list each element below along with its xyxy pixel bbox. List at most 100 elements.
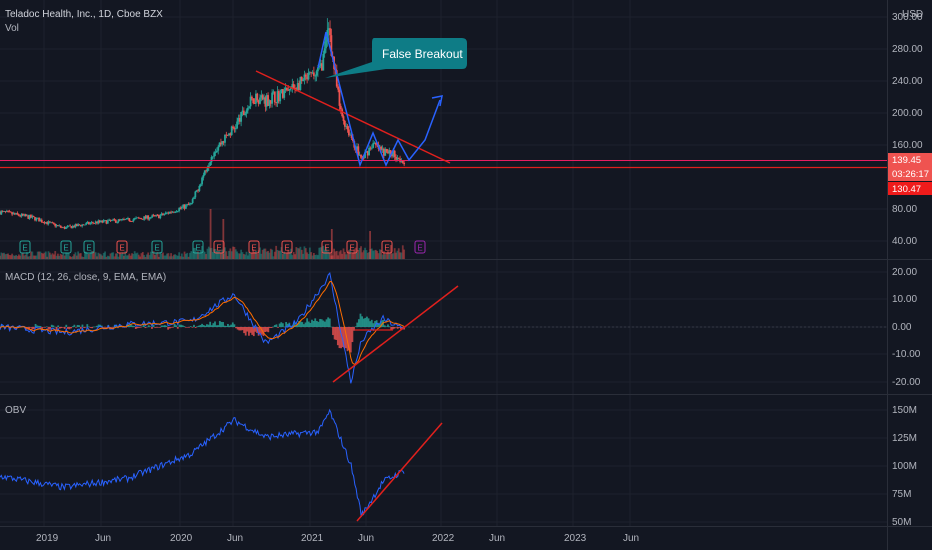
drawings-layer[interactable]	[0, 31, 887, 169]
macd-histogram-bar	[172, 327, 174, 328]
volume-bar	[167, 253, 170, 259]
candle-body	[318, 66, 321, 68]
candle-body	[133, 218, 136, 220]
macd-histogram-bar	[212, 323, 215, 327]
time-axis[interactable]: 2019 Jun 2020 Jun 2021 Jun 2022 Jun 2023…	[36, 533, 639, 544]
obv-axis[interactable]: 150M 125M 100M 75M 50M	[892, 405, 917, 528]
macd-pane[interactable]	[0, 272, 887, 384]
projection-arrowhead	[431, 95, 443, 107]
macd-histogram-bar	[42, 327, 45, 328]
volume-bar	[135, 253, 137, 259]
candle-body	[322, 53, 325, 71]
macd-histogram-bar	[65, 324, 68, 327]
obv-legend[interactable]: OBV	[5, 405, 26, 416]
volume-bar	[118, 253, 121, 259]
price-tick: 300.00	[892, 12, 923, 23]
candle-body	[315, 71, 318, 76]
volume-bar	[241, 252, 244, 259]
candle-body	[46, 222, 49, 225]
level-price-tag[interactable]	[888, 182, 932, 195]
macd-histogram-bar	[399, 327, 402, 330]
volume-bar	[19, 255, 22, 259]
currency-label[interactable]: USD	[902, 9, 923, 20]
candle-body	[308, 72, 311, 74]
macd-histogram-bar	[88, 326, 90, 328]
last-price-tag[interactable]	[888, 153, 932, 165]
macd-histogram-bar	[223, 325, 226, 327]
macd-histogram-bar	[8, 327, 11, 331]
candle-body	[283, 90, 286, 98]
symbol-title[interactable]: Teladoc Health, Inc., 1D, Cboe BZX	[5, 9, 163, 20]
callout-bubble	[325, 38, 467, 78]
candle-body	[360, 155, 362, 158]
volume-bar	[319, 247, 322, 259]
volume-bar	[242, 254, 245, 259]
volume-bar	[57, 253, 59, 259]
macd-histogram-bar	[176, 327, 179, 329]
macd-legend[interactable]: MACD (12, 26, close, 9, EMA, EMA)	[5, 272, 166, 283]
candle-body	[82, 224, 85, 226]
volume-label[interactable]: Vol	[5, 23, 19, 34]
macd-histogram-bar	[206, 324, 208, 327]
macd-histogram-bar	[380, 320, 383, 327]
volume-bar	[151, 251, 154, 259]
volume-bar	[168, 256, 171, 259]
volume-bar	[403, 249, 406, 259]
macd-histogram-bar	[24, 327, 27, 330]
volume-bar	[47, 251, 50, 259]
candle-body	[155, 214, 158, 216]
macd-histogram-bar	[338, 327, 341, 349]
macd-histogram-bar	[44, 327, 47, 328]
candle-body	[179, 208, 182, 209]
volume-bar	[44, 251, 47, 259]
candle-body	[16, 212, 19, 215]
candle-body	[178, 208, 181, 212]
volume-bar	[23, 255, 26, 259]
macd-histogram-bar	[351, 327, 354, 343]
candle-body	[100, 220, 102, 222]
volume-bar	[143, 255, 146, 259]
macd-histogram-bar	[75, 327, 77, 328]
candle-body	[102, 220, 105, 223]
candle-body	[132, 219, 135, 222]
time-tick: 2021	[301, 533, 324, 544]
candle-body	[116, 221, 119, 223]
macd-histogram-bar	[84, 327, 87, 328]
obv-trendline	[356, 422, 443, 522]
volume-bar	[42, 253, 45, 259]
volume-bar	[271, 249, 274, 259]
candle-body	[326, 30, 329, 37]
macd-histogram-bar	[73, 324, 76, 327]
macd-histogram-bar	[235, 327, 237, 329]
candle-body	[39, 219, 42, 222]
candle-body	[267, 95, 269, 106]
macd-histogram-bar	[193, 324, 195, 327]
volume-bar	[15, 254, 18, 259]
macd-axis[interactable]: 20.00 10.00 0.00 -10.00 -20.00	[892, 267, 921, 388]
volume-bar	[40, 252, 43, 259]
candle-body	[395, 156, 397, 160]
candle-body	[357, 146, 360, 156]
candle-body	[54, 223, 57, 227]
candle-body	[52, 222, 55, 224]
price-axis[interactable]: 300.00 280.00 240.00 200.00 160.00 80.00…	[892, 12, 923, 247]
volume-bar	[30, 251, 32, 259]
macd-histogram-bar	[194, 327, 197, 329]
macd-histogram-bar	[369, 321, 372, 327]
volume-bar	[26, 252, 28, 259]
candle-body	[260, 95, 263, 98]
volume-bar	[36, 251, 39, 259]
volume-bar	[32, 255, 35, 259]
descending-trendline	[255, 70, 451, 164]
false-breakout-callout[interactable]: False Breakout	[325, 38, 467, 78]
macd-histogram-bar	[109, 327, 111, 329]
macd-histogram-bar	[370, 319, 373, 327]
candle-body	[24, 214, 27, 217]
volume-bar	[233, 246, 236, 259]
volume-bar	[237, 253, 240, 259]
obv-pane[interactable]	[0, 408, 443, 522]
volume-bar	[215, 250, 218, 259]
volume-bar	[154, 255, 156, 259]
